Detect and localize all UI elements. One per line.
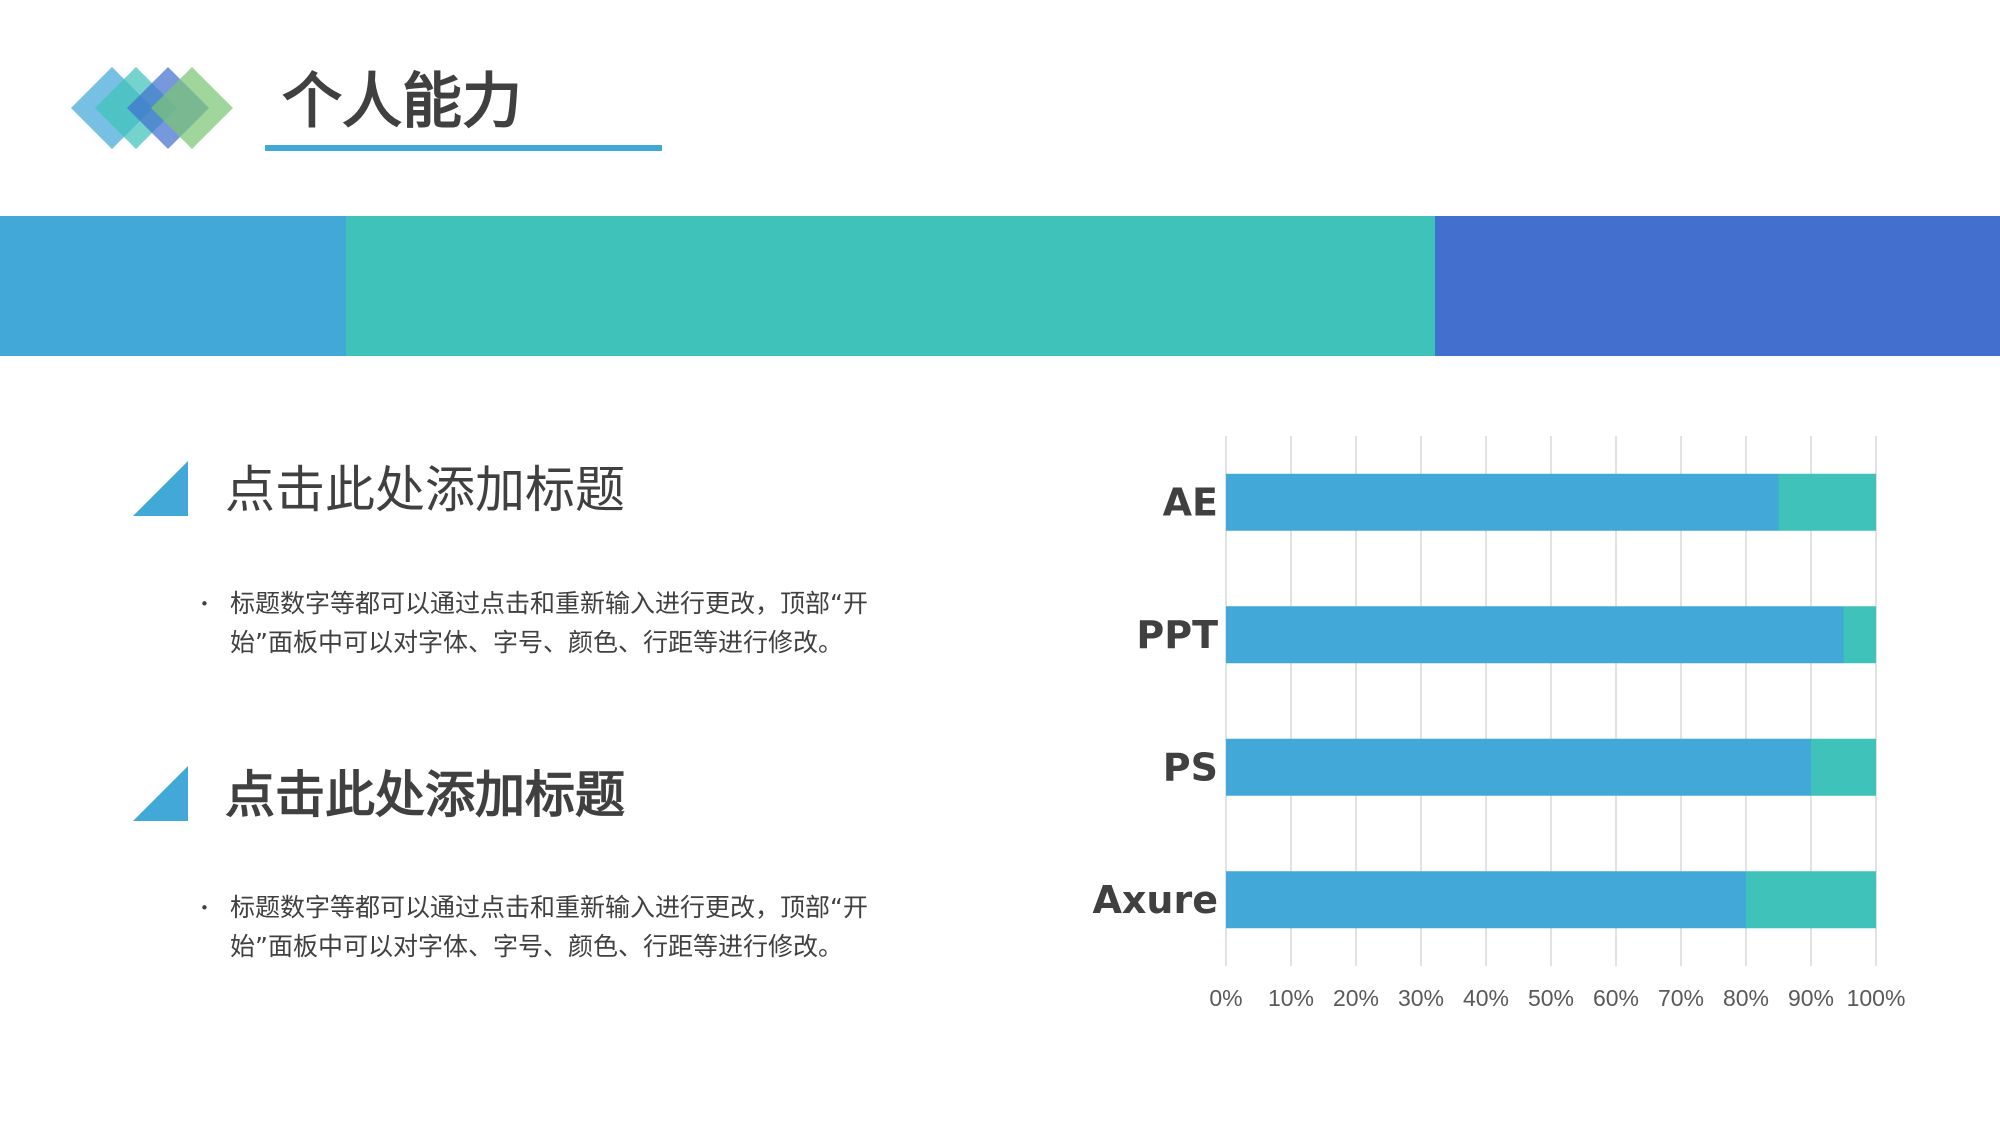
x-tick-label: 100%: [1847, 985, 1906, 1011]
x-tick-label: 40%: [1463, 985, 1509, 1011]
x-tick-label: 0%: [1209, 985, 1242, 1011]
category-label: PPT: [1136, 613, 1218, 657]
triangle-marker-icon: [133, 766, 188, 821]
bullet-icon: •: [200, 595, 209, 613]
bar-segment-1: [1226, 871, 1746, 929]
bar-segment-1: [1226, 738, 1811, 796]
bar-segment-1: [1226, 473, 1779, 531]
bar-segment-2: [1811, 738, 1876, 796]
color-band-segment-1: [0, 216, 346, 356]
x-tick-label: 90%: [1788, 985, 1834, 1011]
bar-segment-2: [1746, 871, 1876, 929]
x-tick-label: 60%: [1593, 985, 1639, 1011]
section-heading: 点击此处添加标题: [225, 766, 625, 824]
category-label: AE: [1163, 480, 1218, 524]
bar-segment-2: [1778, 473, 1876, 531]
x-tick-label: 80%: [1723, 985, 1769, 1011]
x-tick-label: 50%: [1528, 985, 1574, 1011]
skills-bar-chart: 0% 10% 20% 30% 40% 50% 60% 70% 80% 90% 100% AE PPT PS…: [1093, 436, 1906, 1011]
x-tick-label: 20%: [1333, 985, 1379, 1011]
section-body-text: 标题数字等都可以通过点击和重新输入进行更改，顶部“开始”面板中可以对字体、字号、…: [230, 893, 868, 961]
section-heading: 点击此处添加标题: [225, 461, 625, 519]
color-band-segment-3: [1435, 216, 2000, 356]
bar-segment-1: [1226, 606, 1844, 664]
bullet-icon: •: [200, 899, 209, 917]
page-title: 个人能力: [282, 67, 522, 137]
bar-segment-2: [1843, 606, 1876, 664]
logo-diamonds-icon: [71, 67, 233, 149]
title-underline: [265, 145, 662, 151]
x-tick-label: 30%: [1398, 985, 1444, 1011]
color-band-segment-2: [346, 216, 1435, 356]
x-tick-label: 70%: [1658, 985, 1704, 1011]
x-tick-label: 10%: [1268, 985, 1314, 1011]
triangle-marker-icon: [133, 461, 188, 516]
category-label: PS: [1163, 745, 1218, 789]
logo-diamond: [151, 67, 233, 149]
category-label: Axure: [1093, 878, 1219, 922]
section-body-text: 标题数字等都可以通过点击和重新输入进行更改，顶部“开始”面板中可以对字体、字号、…: [230, 589, 868, 657]
